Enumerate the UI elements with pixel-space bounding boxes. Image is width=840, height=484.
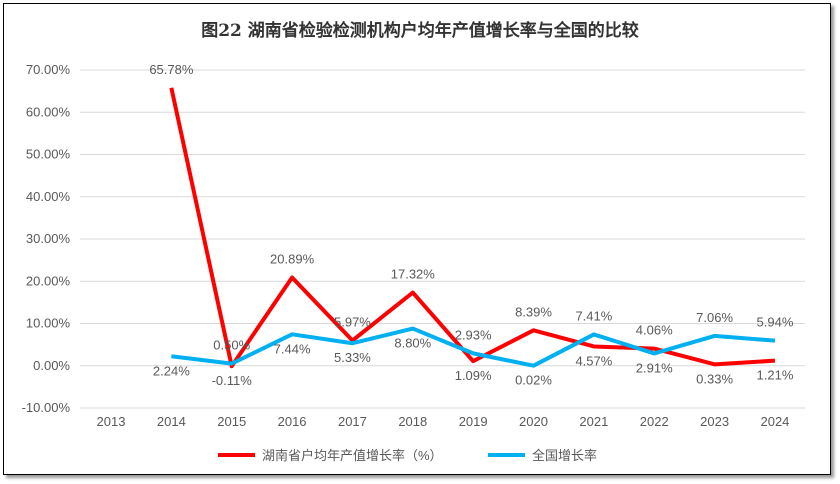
x-tick-label: 2016 (278, 414, 307, 429)
x-tick-label: 2021 (579, 414, 608, 429)
data-label-national: 5.94% (757, 315, 794, 330)
y-tick-label: 40.00% (26, 189, 71, 204)
x-tick-label: 2017 (338, 414, 367, 429)
x-tick-label: 2024 (760, 414, 789, 429)
x-tick-label: 2023 (700, 414, 729, 429)
y-tick-label: 70.00% (26, 62, 71, 77)
data-label-hunan: 1.21% (757, 368, 794, 383)
y-tick-label: 60.00% (26, 104, 71, 119)
data-label-hunan: 5.97% (334, 315, 371, 330)
x-tick-label: 2013 (97, 414, 126, 429)
legend-label: 全国增长率 (532, 448, 597, 463)
data-label-hunan: 1.09% (455, 368, 492, 383)
data-label-national: 0.50% (213, 338, 250, 353)
legend-label: 湖南省户均年产值增长率（%） (262, 448, 443, 463)
data-label-hunan: 0.33% (696, 371, 733, 386)
data-label-hunan: 17.32% (391, 267, 436, 282)
data-label-national: 2.24% (153, 363, 190, 378)
data-label-national: 7.44% (274, 341, 311, 356)
x-tick-label: 2022 (640, 414, 669, 429)
y-tick-label: 20.00% (26, 273, 71, 288)
y-tick-label: 30.00% (26, 231, 71, 246)
data-label-hunan: 4.06% (636, 323, 673, 338)
y-tick-label: 50.00% (26, 147, 71, 162)
data-label-national: 5.33% (334, 350, 371, 365)
series-line-national (171, 326, 776, 368)
y-tick-label: 0.00% (33, 358, 70, 373)
y-tick-label: -10.00% (22, 400, 71, 415)
data-label-national: 0.02% (515, 373, 552, 388)
data-label-hunan: 4.57% (575, 353, 612, 368)
x-tick-label: 2019 (459, 414, 488, 429)
data-label-national: 7.06% (696, 310, 733, 325)
data-label-national: 2.93% (455, 327, 492, 342)
data-label-hunan: 8.39% (515, 304, 552, 319)
data-label-hunan: -0.11% (212, 373, 253, 388)
data-label-national: 7.41% (575, 308, 612, 323)
data-label-hunan: 65.78% (149, 62, 194, 77)
data-label-national: 2.91% (636, 360, 673, 375)
chart-title: 图22 湖南省检验检测机构户均年产值增长率与全国的比较 (201, 21, 639, 41)
x-tick-label: 2018 (398, 414, 427, 429)
x-tick-label: 2015 (217, 414, 246, 429)
x-tick-label: 2014 (157, 414, 186, 429)
data-label-hunan: 20.89% (270, 251, 315, 266)
series-line-hunan (169, 87, 776, 369)
x-tick-label: 2020 (519, 414, 548, 429)
y-tick-label: 10.00% (26, 316, 71, 331)
data-label-national: 8.80% (394, 336, 431, 351)
